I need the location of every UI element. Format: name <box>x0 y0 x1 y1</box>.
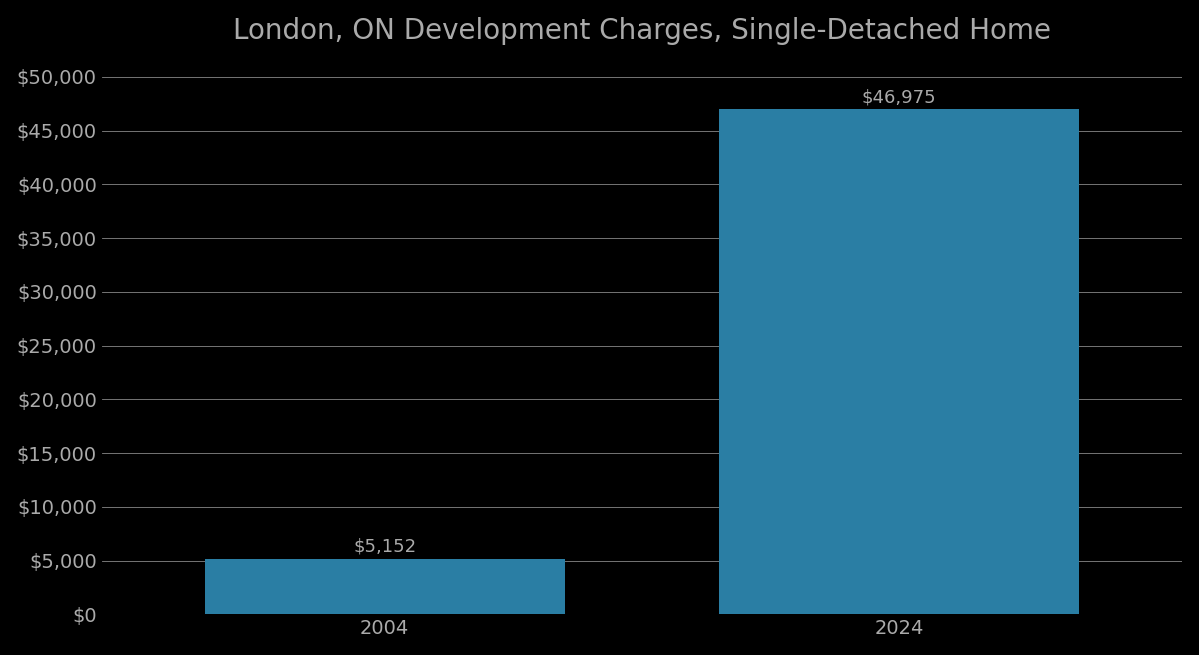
Text: $5,152: $5,152 <box>354 538 416 556</box>
Bar <box>205 559 565 614</box>
Bar <box>719 109 1079 614</box>
Title: London, ON Development Charges, Single-Detached Home: London, ON Development Charges, Single-D… <box>233 16 1052 45</box>
Text: $46,975: $46,975 <box>862 88 936 106</box>
